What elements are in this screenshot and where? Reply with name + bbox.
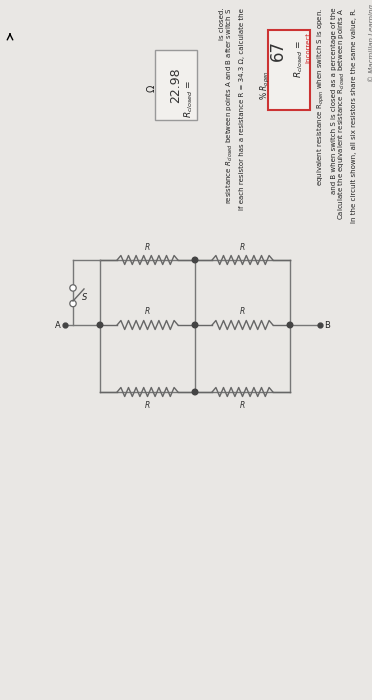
Text: equivalent resistance R$_{open}$ when switch S is open.: equivalent resistance R$_{open}$ when sw… <box>315 8 327 186</box>
Text: S: S <box>82 293 87 302</box>
Circle shape <box>192 322 198 328</box>
Text: R: R <box>145 242 150 251</box>
FancyBboxPatch shape <box>155 50 197 120</box>
Text: Ω: Ω <box>147 85 157 92</box>
Text: A: A <box>55 321 61 330</box>
Text: R: R <box>145 400 150 410</box>
Text: R: R <box>145 307 150 316</box>
Circle shape <box>192 389 198 395</box>
FancyBboxPatch shape <box>268 30 310 110</box>
Circle shape <box>97 322 103 328</box>
Text: Calculate the equivalent resistance R$_{closed}$ between points A: Calculate the equivalent resistance R$_{… <box>337 8 347 220</box>
Text: resistance $R_{closed}$ between points A and B after switch S: resistance $R_{closed}$ between points A… <box>225 8 235 204</box>
Text: $R_{closed}$ =: $R_{closed}$ = <box>183 80 195 118</box>
Text: 22.98: 22.98 <box>170 67 183 103</box>
Text: is closed.: is closed. <box>219 8 225 41</box>
Text: © Macmillan Learning: © Macmillan Learning <box>368 4 372 82</box>
Text: 67: 67 <box>269 40 287 61</box>
Text: Incorrect: Incorrect <box>305 32 311 63</box>
Text: $R_{closed}$ =: $R_{closed}$ = <box>292 40 305 78</box>
Circle shape <box>70 300 76 307</box>
Circle shape <box>70 285 76 291</box>
Text: R: R <box>240 307 245 316</box>
Text: B: B <box>324 321 330 330</box>
Text: % $R_{open}$: % $R_{open}$ <box>259 70 272 100</box>
Text: R: R <box>240 242 245 251</box>
Text: In the circuit shown, all six resistors share the same value, R.: In the circuit shown, all six resistors … <box>351 8 357 223</box>
Text: and B when switch S is closed as a percentage of the: and B when switch S is closed as a perce… <box>331 8 337 195</box>
Circle shape <box>192 257 198 262</box>
Circle shape <box>287 322 293 328</box>
Text: If each resistor has a resistance R = 34.3 Ω, calculate the: If each resistor has a resistance R = 34… <box>239 8 245 210</box>
Text: R: R <box>240 400 245 410</box>
